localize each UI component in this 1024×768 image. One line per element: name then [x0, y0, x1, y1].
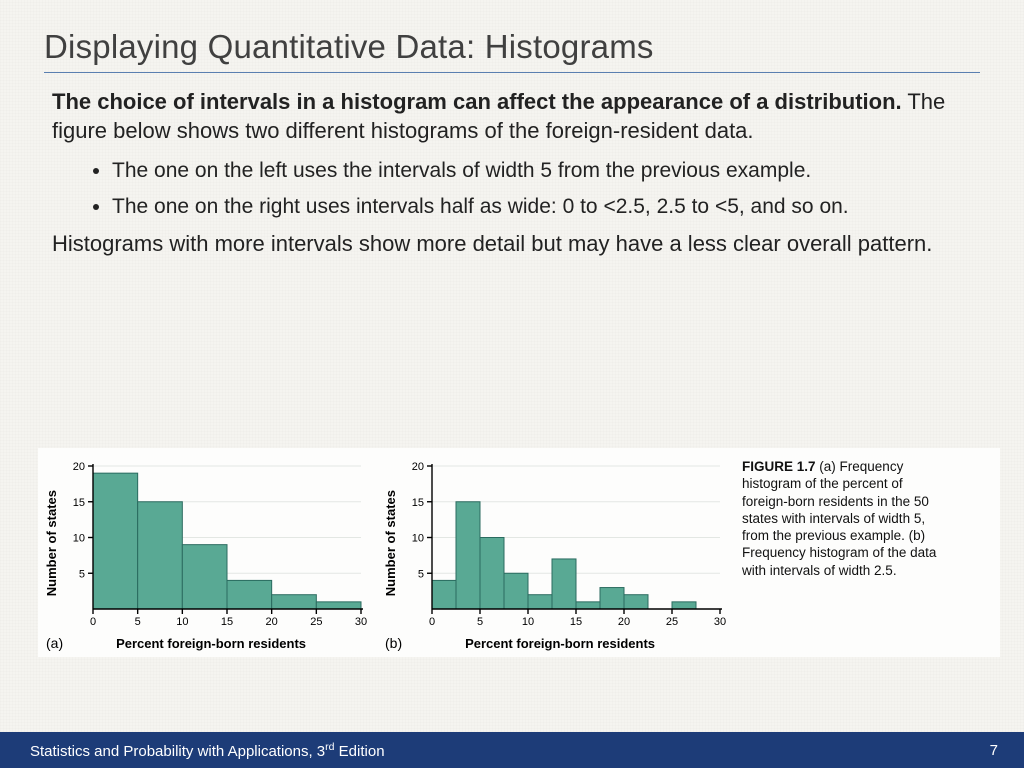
histogram-a-svg: 5 10 15 20 0 5 10 15 20 25 30 — [61, 456, 371, 631]
svg-text:0: 0 — [429, 616, 435, 628]
svg-text:10: 10 — [73, 533, 85, 545]
figure-area: Number of states 5 10 15 20 0 5 10 15 20 25 30 (a)… — [38, 448, 1000, 657]
x-axis-label: Percent foreign-born residents — [390, 636, 730, 651]
caption-text: (a) Frequency histogram of the percent o… — [742, 459, 936, 578]
footer-bar: Statistics and Probability with Applicat… — [0, 732, 1024, 768]
figure-caption: FIGURE 1.7 (a) Frequency histogram of th… — [742, 456, 952, 579]
closing-paragraph: Histograms with more intervals show more… — [52, 229, 972, 258]
svg-text:5: 5 — [418, 568, 424, 580]
histogram-b-svg: 5 10 15 20 0 5 10 15 20 25 30 — [400, 456, 730, 631]
svg-text:5: 5 — [79, 568, 85, 580]
svg-text:20: 20 — [73, 461, 85, 473]
svg-text:15: 15 — [221, 616, 233, 628]
svg-text:0: 0 — [90, 616, 96, 628]
svg-text:25: 25 — [666, 616, 678, 628]
svg-text:15: 15 — [570, 616, 582, 628]
lead-bold: The choice of intervals in a histogram c… — [52, 89, 902, 114]
svg-text:10: 10 — [176, 616, 188, 628]
slide-title: Displaying Quantitative Data: Histograms — [44, 28, 980, 73]
svg-text:20: 20 — [618, 616, 630, 628]
y-axis-label: Number of states — [44, 490, 59, 596]
svg-text:30: 30 — [714, 616, 726, 628]
x-axis-label: Percent foreign-born residents — [51, 636, 371, 651]
svg-text:30: 30 — [355, 616, 367, 628]
svg-text:10: 10 — [522, 616, 534, 628]
list-item: The one on the left uses the intervals o… — [112, 157, 972, 185]
body-text: The choice of intervals in a histogram c… — [0, 73, 1024, 258]
footer-title: Statistics and Probability with Applicat… — [30, 741, 385, 760]
histogram-a: Number of states 5101520051015202530 (a)… — [44, 456, 371, 651]
bullet-list: The one on the left uses the intervals o… — [112, 157, 972, 220]
svg-text:5: 5 — [477, 616, 483, 628]
y-axis-label: Number of states — [383, 490, 398, 596]
svg-text:25: 25 — [310, 616, 322, 628]
list-item: The one on the right uses intervals half… — [112, 193, 972, 221]
svg-text:5: 5 — [135, 616, 141, 628]
histogram-b: Number of states 5101520051015202530 (b)… — [383, 456, 730, 651]
svg-text:15: 15 — [73, 497, 85, 509]
svg-text:10: 10 — [412, 533, 424, 545]
svg-text:15: 15 — [412, 497, 424, 509]
lead-paragraph: The choice of intervals in a histogram c… — [52, 87, 972, 145]
svg-text:20: 20 — [412, 461, 424, 473]
slide: Displaying Quantitative Data: Histograms… — [0, 0, 1024, 768]
page-number: 7 — [990, 742, 998, 759]
svg-text:20: 20 — [266, 616, 278, 628]
figure-number: FIGURE 1.7 — [742, 459, 816, 474]
title-block: Displaying Quantitative Data: Histograms — [0, 0, 1024, 73]
